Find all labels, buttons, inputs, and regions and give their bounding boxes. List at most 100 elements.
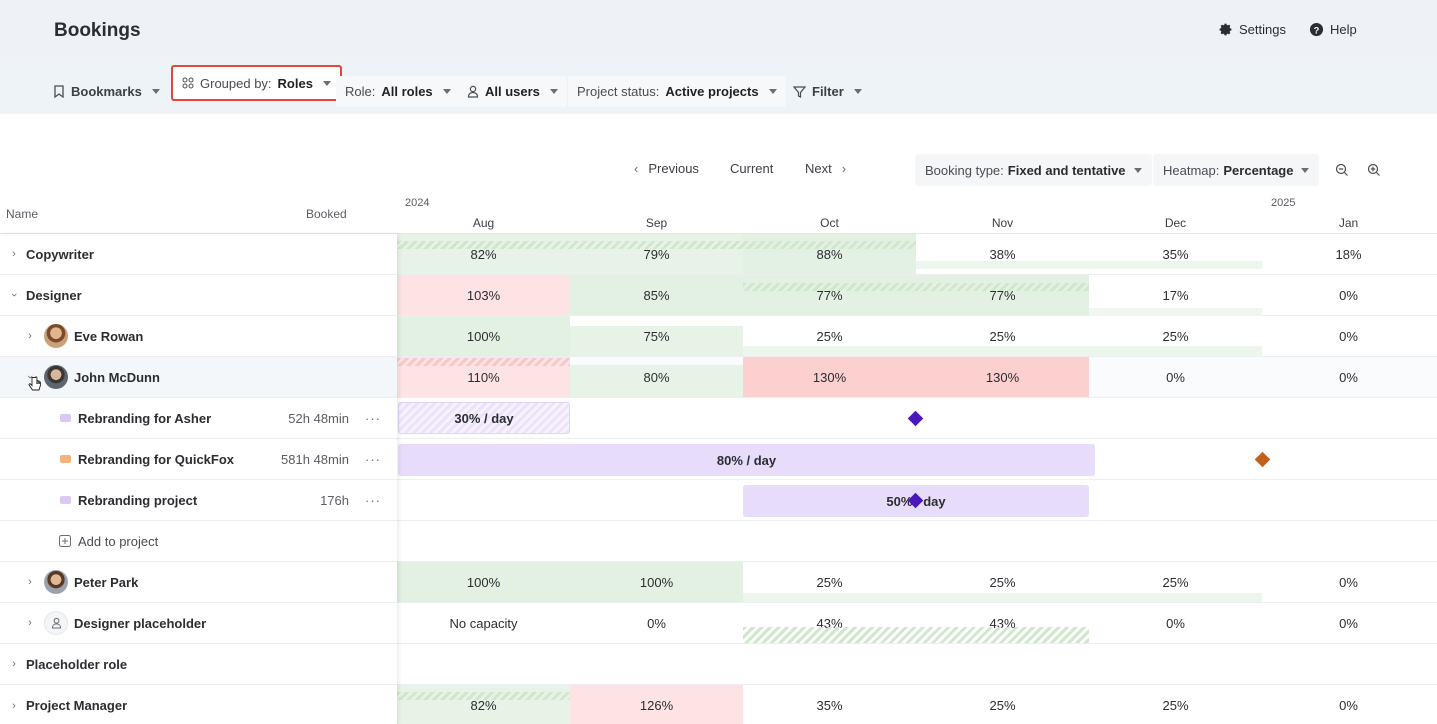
heatmap-cell[interactable]: 25% — [1089, 316, 1262, 356]
heatmap-cell[interactable]: 0% — [1339, 369, 1358, 385]
heatmap-cell[interactable]: 25% — [743, 562, 916, 602]
heatmap-cell[interactable]: 25% — [916, 562, 1089, 602]
zoom-out-button[interactable] — [1329, 157, 1355, 183]
table-row: 103% 85% 77% 77% 17% 0% — [0, 275, 1437, 316]
heatmap-cell[interactable]: 130% — [743, 357, 916, 397]
booking-type-dropdown[interactable]: Booking type: Fixed and tentative — [915, 154, 1152, 186]
month-header: Aug — [472, 216, 495, 230]
grid-icon — [182, 77, 194, 89]
user-row-designer-placeholder[interactable]: › Designer placeholder — [0, 603, 397, 644]
role-row-project-manager[interactable]: › Project Manager — [0, 685, 397, 724]
chevron-right-icon[interactable]: › — [12, 658, 16, 670]
milestone-marker[interactable] — [907, 410, 924, 427]
heatmap-cell[interactable]: 100% — [397, 562, 570, 602]
tentative-strip — [397, 241, 916, 249]
table-row: 82% 126% 35% 25% 25% 0% — [0, 685, 1437, 724]
heatmap-cell[interactable]: 0% — [1339, 697, 1358, 713]
heatmap-cell[interactable]: 100% — [570, 562, 743, 602]
current-label: Current — [730, 161, 774, 176]
milestone-marker[interactable] — [1254, 451, 1271, 468]
more-options-icon[interactable]: ··· — [365, 410, 381, 426]
heatmap-cell[interactable]: 80% — [570, 357, 743, 397]
heatmap-cell[interactable]: 25% — [989, 697, 1016, 713]
project-row[interactable]: Rebranding for Asher 52h 48min ··· — [0, 398, 397, 439]
previous-label: Previous — [648, 161, 699, 176]
booked-column-header[interactable]: Booked — [306, 207, 347, 221]
project-status-dropdown[interactable]: Project status: Active projects — [568, 76, 786, 107]
header-divider — [0, 233, 1437, 234]
booking-bar[interactable]: 30% / day — [398, 402, 570, 434]
user-row-john-mcdunn[interactable]: › John McDunn — [0, 357, 397, 398]
month-header: Oct — [820, 216, 839, 230]
heatmap-cell[interactable]: 0% — [1166, 615, 1185, 631]
heatmap-cell[interactable]: 18% — [1335, 246, 1362, 262]
booking-type-value: Fixed and tentative — [1007, 162, 1126, 178]
more-options-icon[interactable]: ··· — [365, 451, 381, 467]
heatmap-cell[interactable]: No capacity — [449, 615, 518, 631]
user-row-peter-park[interactable]: › Peter Park — [0, 562, 397, 603]
heatmap-cell[interactable]: 25% — [1162, 697, 1189, 713]
heatmap-cell[interactable]: 43% — [816, 615, 843, 631]
heatmap-cell[interactable]: 0% — [1339, 615, 1358, 631]
user-row-eve-rowan[interactable]: › Eve Rowan — [0, 316, 397, 357]
heatmap-cell[interactable]: 38% — [989, 246, 1016, 262]
heatmap-cell[interactable]: 0% — [1339, 328, 1358, 344]
heatmap-cell[interactable]: 35% — [816, 697, 843, 713]
heatmap-dropdown[interactable]: Heatmap: Percentage — [1153, 154, 1320, 186]
heatmap-cell[interactable]: 0% — [1339, 287, 1358, 303]
role-row-copywriter[interactable]: › Copywriter — [0, 234, 397, 275]
table-row: 100% 75% 25% 25% 25% 0% — [0, 316, 1437, 357]
project-color-icon — [60, 496, 71, 504]
help-link[interactable]: ? Help — [1309, 22, 1357, 37]
heatmap-cell[interactable]: 0% — [1166, 369, 1185, 385]
add-to-project-button[interactable]: Add to project — [0, 521, 397, 562]
heatmap-cell[interactable]: 75% — [570, 316, 743, 356]
heatmap-cell[interactable]: 0% — [1339, 574, 1358, 590]
tentative-strip — [743, 283, 1089, 291]
heatmap-cell[interactable]: 43% — [989, 615, 1016, 631]
zoom-in-button[interactable] — [1361, 157, 1387, 183]
heatmap-cell[interactable]: 79% — [570, 234, 743, 274]
heatmap-cell[interactable]: 77% — [743, 275, 916, 315]
settings-link[interactable]: Settings — [1218, 22, 1286, 37]
heatmap-cell[interactable]: 100% — [397, 316, 570, 356]
next-button[interactable]: Next › — [805, 161, 846, 176]
booking-bar[interactable]: 80% / day — [398, 444, 1095, 476]
role-dropdown[interactable]: Role: All roles — [336, 76, 460, 107]
heatmap-cell[interactable]: 126% — [570, 685, 743, 724]
bookmarks-dropdown[interactable]: Bookmarks — [44, 76, 169, 107]
heatmap-cell[interactable]: 85% — [570, 275, 743, 315]
project-row[interactable]: Rebranding project 176h ··· — [0, 480, 397, 521]
heatmap-cell[interactable]: 77% — [916, 275, 1089, 315]
chevron-right-icon[interactable]: › — [12, 699, 16, 712]
tentative-strip — [397, 692, 570, 700]
chevron-right-icon[interactable]: › — [28, 576, 32, 588]
more-options-icon[interactable]: ··· — [365, 492, 381, 508]
heatmap-cell[interactable]: 82% — [397, 685, 570, 724]
heatmap-cell[interactable]: 88% — [743, 234, 916, 274]
heatmap-cell[interactable]: 130% — [916, 357, 1089, 397]
chevron-right-icon[interactable]: › — [28, 330, 32, 342]
heatmap-cell[interactable]: 103% — [397, 275, 570, 315]
role-row-placeholder-role[interactable]: › Placeholder role — [0, 644, 397, 685]
filter-dropdown[interactable]: Filter — [784, 76, 871, 107]
grouped-by-dropdown[interactable]: Grouped by: Roles — [171, 65, 342, 101]
heatmap-cell[interactable]: 82% — [397, 234, 570, 274]
name-column-header[interactable]: Name — [6, 207, 39, 221]
users-dropdown[interactable]: All users — [458, 76, 567, 107]
chevron-right-icon[interactable]: › — [12, 248, 16, 260]
project-row[interactable]: Rebranding for QuickFox 581h 48min ··· — [0, 439, 397, 480]
heatmap-cell[interactable]: 25% — [1089, 562, 1262, 602]
heatmap-cell[interactable]: 25% — [916, 316, 1089, 356]
role-row-designer[interactable]: › Designer — [0, 275, 397, 316]
current-button[interactable]: Current — [730, 161, 773, 176]
heatmap-cell[interactable]: 17% — [1162, 287, 1189, 303]
heatmap-cell[interactable]: 0% — [647, 615, 666, 631]
chevron-down-icon[interactable]: › — [8, 293, 20, 297]
previous-button[interactable]: ‹ Previous — [634, 161, 699, 176]
chevron-right-icon[interactable]: › — [28, 617, 32, 629]
table-row: No capacity 0% 43% 43% 0% 0% — [0, 603, 1437, 644]
role-prefix: Role: — [345, 84, 376, 99]
heatmap-cell[interactable]: 25% — [743, 316, 916, 356]
heatmap-cell[interactable]: 35% — [1162, 246, 1189, 262]
